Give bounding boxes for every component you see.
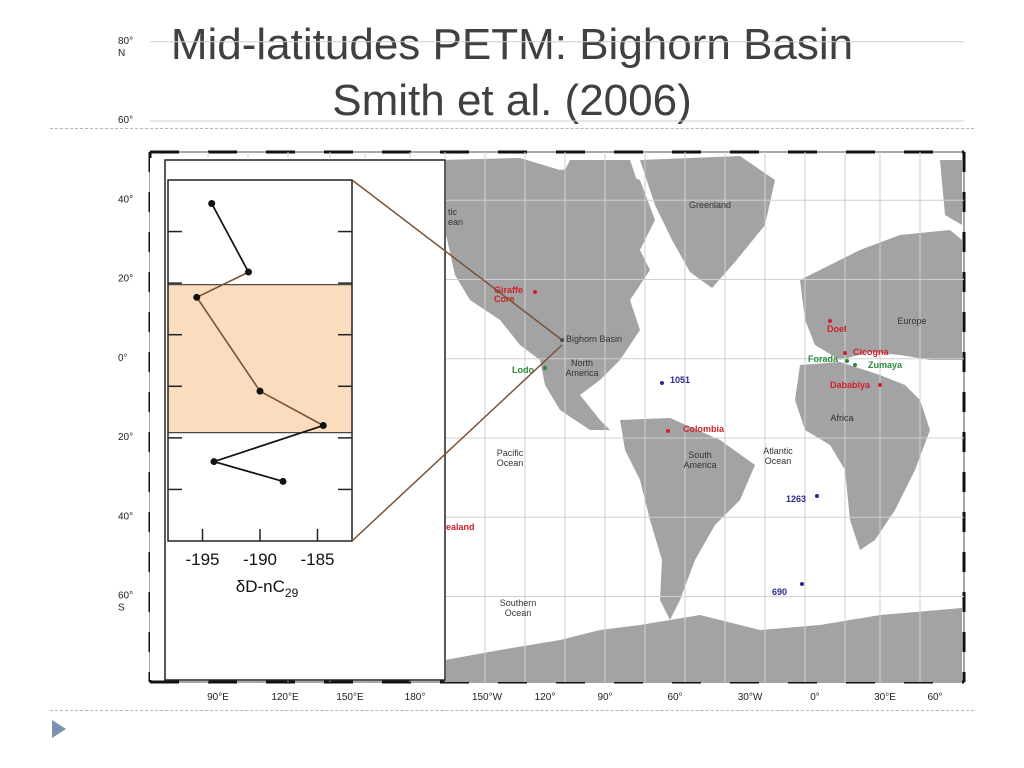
series-point: [256, 387, 264, 395]
land-north-america: [440, 158, 655, 430]
slide-title-line-1: Mid-latitudes PETM: Bighorn Basin: [170, 20, 854, 69]
inset-connector-lines: [351, 179, 563, 542]
latitude-hemisphere-label: S: [118, 603, 125, 614]
latitude-label: 60°: [118, 591, 133, 602]
site-marker-dot: [533, 290, 537, 294]
latitude-hemisphere-label: N: [118, 48, 125, 59]
latitude-label: 20°: [118, 274, 133, 285]
land-europe: [800, 230, 962, 360]
site-label: Forada: [808, 354, 839, 364]
region-label: Pacific: [497, 448, 524, 458]
longitude-label: 120°E: [271, 692, 299, 703]
region-label: America: [683, 460, 716, 470]
longitude-label: 60°: [667, 692, 682, 703]
site-label: Lodo: [512, 365, 534, 375]
petm-highlight-band: [167, 284, 353, 434]
site-marker-dot: [666, 429, 670, 433]
latitude-label: 40°: [118, 511, 133, 522]
series-point: [193, 293, 201, 301]
site-label: Dababiya: [830, 380, 871, 390]
region-label: America: [565, 368, 598, 378]
longitude-label: 150°E: [336, 692, 364, 703]
region-label: Greenland: [689, 200, 731, 210]
site-label: Doel: [827, 324, 847, 334]
longitude-label: 90°E: [207, 692, 229, 703]
region-labels: GreenlandEuropeAfricaNorthAmericaSouthAm…: [448, 200, 927, 618]
site-marker-dot: [660, 381, 664, 385]
series-points: [193, 199, 327, 485]
connector-line-top: [351, 179, 563, 341]
x-tick-label: -195: [185, 550, 219, 569]
latitude-label: 40°: [118, 194, 133, 205]
land-south-america: [620, 418, 755, 620]
land-antarctica: [445, 608, 962, 682]
site-label: Bighorn Basin: [566, 334, 622, 344]
land-africa: [795, 362, 930, 550]
region-label: Europe: [897, 316, 926, 326]
region-label: ean: [448, 217, 463, 227]
longitude-label: 120°: [535, 692, 556, 703]
region-label: South: [688, 450, 712, 460]
site-marker-dot: [843, 351, 847, 355]
site-marker-dot: [543, 366, 547, 370]
title-divider: [50, 128, 974, 129]
site-marker-dot: [878, 383, 882, 387]
longitude-label: 0°: [810, 692, 820, 703]
site-label: Core: [494, 294, 515, 304]
map-axis-labels: 80°N60°40°20°0°20°40°60°S90°E 120°E 150°E 1…: [118, 36, 943, 703]
series-point: [279, 477, 287, 485]
region-label: Southern: [500, 598, 537, 608]
footer-divider: [50, 710, 974, 711]
region-label: North: [571, 358, 593, 368]
latitude-label: 20°: [118, 432, 133, 443]
longitude-label: 30°E: [874, 692, 896, 703]
longitude-label: 180°: [405, 692, 426, 703]
series-line-outside-band: [210, 203, 324, 483]
site-label: 1263: [786, 494, 806, 504]
series-point: [210, 458, 218, 466]
plot-ticks: [168, 230, 352, 541]
region-label: Ocean: [765, 456, 792, 466]
x-tick-label: -190: [243, 550, 277, 569]
site-label: Giraffe: [494, 285, 523, 295]
region-label: Ocean: [505, 608, 532, 618]
region-label: Ocean: [497, 458, 524, 468]
x-tick-label: -185: [300, 550, 334, 569]
series-point: [245, 268, 252, 276]
bullet-triangle-icon: [52, 720, 66, 738]
site-marker-dot: [815, 494, 819, 498]
site-label: Zumaya: [868, 360, 903, 370]
latitude-label: 60°: [118, 115, 133, 126]
land-asia-east: [940, 160, 962, 225]
series-point: [208, 199, 216, 207]
site-label: 1051: [670, 375, 690, 385]
site-marker-dot: [845, 359, 849, 363]
connector-line-bottom: [351, 344, 563, 542]
longitude-label: 150°W: [472, 692, 503, 703]
latitude-label: 0°: [118, 353, 128, 364]
site-label: ealand: [446, 522, 475, 532]
series-point: [319, 421, 327, 429]
region-label: Africa: [830, 413, 853, 423]
site-label: Colombia: [683, 424, 725, 434]
slide-title-line-2: Smith et al. (2006): [332, 76, 692, 125]
longitude-label: 90°: [597, 692, 612, 703]
longitude-label: 30°W: [738, 692, 763, 703]
site-marker-dot: [853, 363, 857, 367]
site-label: Cicogna: [853, 347, 889, 357]
latitude-label: 80°: [118, 36, 133, 47]
site-marker-dot: [828, 319, 832, 323]
land-masses: [440, 156, 962, 682]
land-greenland: [640, 156, 775, 288]
longitude-label: 60°: [927, 692, 942, 703]
site-label: 690: [772, 587, 787, 597]
x-axis-label: δD-nC29: [236, 577, 299, 600]
site-marker-dot: [800, 582, 804, 586]
region-label: Atlantic: [763, 446, 793, 456]
region-label: tic: [448, 207, 458, 217]
x-tick-labels: -195 -190 -185: [185, 550, 334, 569]
land-arctic-islands: [560, 160, 640, 215]
